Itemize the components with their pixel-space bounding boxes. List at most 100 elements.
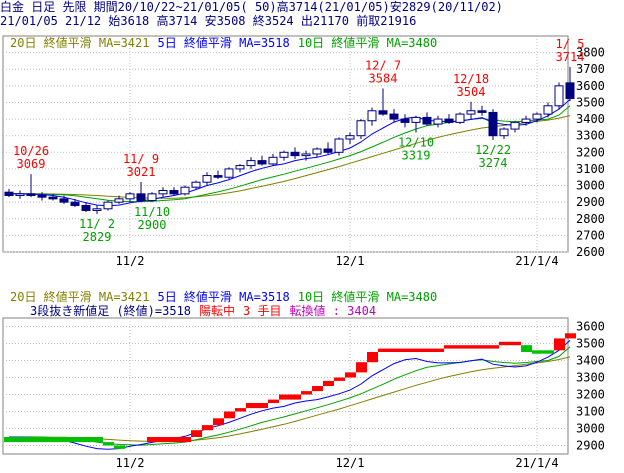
status-text2: 陽転中	[199, 303, 235, 318]
candle	[334, 138, 344, 153]
y-tick-label: 2800	[576, 212, 605, 226]
trough-date-label: 12/22	[475, 143, 511, 157]
plot-frame	[2, 317, 569, 455]
candle	[37, 195, 47, 198]
y-tick-label: 3500	[576, 95, 605, 109]
candle	[378, 110, 388, 115]
break-brick	[334, 377, 345, 381]
candle	[290, 151, 300, 157]
y-tick-label: 3200	[576, 388, 605, 402]
break-brick	[246, 403, 268, 409]
trough-value-label: 3274	[479, 156, 508, 170]
ohlc-line: 21/01/05 21/12 始3618 高3714 安3508 終3524 出…	[0, 14, 417, 28]
candle	[92, 208, 102, 211]
y-tick-label: 3500	[576, 337, 605, 351]
candle	[367, 110, 377, 122]
candle	[114, 198, 124, 203]
candle	[499, 128, 509, 137]
break-brick	[202, 425, 213, 431]
y-tick-label: 2900	[576, 195, 605, 209]
candle	[70, 201, 80, 206]
y-tick-label: 3300	[576, 129, 605, 143]
break-brick	[4, 437, 103, 443]
ma20-line	[9, 115, 571, 199]
break-brick	[114, 445, 125, 449]
y-tick-label: 3400	[576, 354, 605, 368]
candle	[521, 118, 531, 123]
candle	[444, 118, 454, 123]
break-brick	[213, 418, 224, 426]
break-brick	[301, 391, 312, 395]
break-brick	[224, 411, 235, 419]
y-tick-label: 2700	[576, 228, 605, 242]
candle	[26, 193, 36, 197]
peak-date-label: 12/ 7	[365, 59, 401, 73]
y-tick-label: 3400	[576, 112, 605, 126]
y-tick-label: 3300	[576, 371, 605, 385]
candle	[477, 110, 487, 113]
candle	[202, 175, 212, 183]
candle	[213, 175, 223, 178]
peak-date-label: 1/ 5	[556, 37, 585, 51]
legend: 20日 終値平滑 MA=3421 5日 終値平滑 MA=3518 10日 終値平滑 …	[10, 289, 437, 304]
break-brick	[147, 437, 191, 443]
candle	[279, 151, 289, 158]
ma5-line	[9, 99, 571, 207]
candle	[345, 135, 355, 140]
legend-ma10: 10日 終値平滑 MA=3480	[298, 289, 437, 304]
x-tick-label: 21/1/4	[515, 456, 558, 470]
candle	[301, 153, 311, 157]
candle	[356, 120, 366, 137]
break-brick	[103, 442, 114, 446]
legend: 20日 終値平滑 MA=3421 5日 終値平滑 MA=3518 10日 終値平滑 …	[10, 35, 437, 50]
break-brick	[444, 345, 499, 349]
legend-ma10: 10日 終値平滑 MA=3480	[298, 35, 437, 50]
trough-date-label: 11/ 2	[79, 217, 115, 231]
candle	[136, 193, 146, 201]
candle	[466, 110, 476, 115]
legend-ma20: 20日 終値平滑 MA=3421	[10, 289, 149, 304]
legend-ma5: 5日 終値平滑 MA=3518	[157, 289, 289, 304]
candle	[59, 198, 69, 203]
y-tick-label: 3100	[576, 162, 605, 176]
candle	[246, 160, 256, 167]
y-tick-label: 3600	[576, 79, 605, 93]
peak-date-label: 10/26	[13, 144, 49, 158]
y-tick-label: 2600	[576, 245, 605, 259]
candle	[323, 148, 333, 153]
peak-date-label: 11/ 9	[123, 152, 159, 166]
candle	[433, 118, 443, 125]
status-text1: 3段抜き新値足 (終値)=3518	[30, 303, 191, 318]
trough-date-label: 12/10	[398, 136, 434, 150]
trough-value-label: 2900	[138, 218, 167, 232]
candle	[411, 116, 421, 123]
status-line: 3段抜き新値足 (終値)=3518 陽転中 3 手目 転換値 : 3404	[30, 303, 376, 318]
y-tick-label: 2900	[576, 439, 605, 453]
candle	[565, 82, 575, 99]
candle	[224, 168, 234, 178]
break-brick	[323, 380, 334, 386]
ma5-line	[9, 340, 571, 450]
y-tick-label: 3200	[576, 145, 605, 159]
candle	[48, 196, 58, 200]
candle	[235, 165, 245, 170]
candle	[510, 121, 520, 130]
trough-value-label: 2829	[83, 230, 112, 244]
candle	[103, 201, 113, 210]
x-tick-label: 12/1	[336, 456, 365, 470]
peak-value-label: 3021	[127, 165, 156, 179]
break-brick	[235, 408, 246, 412]
y-tick-label: 3800	[576, 46, 605, 60]
y-tick-label: 3600	[576, 320, 605, 334]
y-tick-label: 3000	[576, 179, 605, 193]
break-brick	[521, 345, 532, 352]
candle	[389, 113, 399, 120]
status-text4: 転換値 : 3404	[290, 303, 377, 318]
break-brick	[499, 341, 521, 346]
break-brick	[191, 430, 202, 437]
y-tick-label: 3000	[576, 422, 605, 436]
candle	[81, 204, 91, 211]
title-line: 白金 日足 先限 期間20/10/22~21/01/05( 50)高3714(2…	[0, 0, 503, 14]
candle	[180, 186, 190, 195]
